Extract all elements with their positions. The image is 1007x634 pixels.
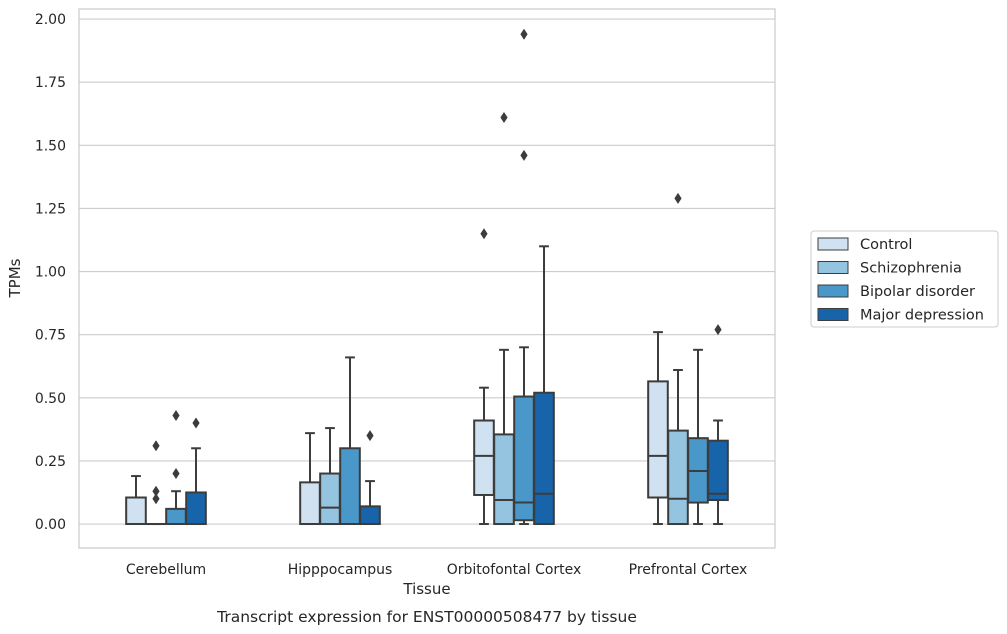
box-body xyxy=(165,507,187,526)
box-body xyxy=(707,439,729,502)
outlier-point xyxy=(152,485,160,497)
box-1-3 xyxy=(667,192,689,526)
outlier-point xyxy=(520,28,528,40)
legend-swatch xyxy=(817,284,849,298)
legend-label: Major depression xyxy=(860,308,984,324)
chart-caption: Transcript expression for ENST0000050847… xyxy=(216,608,637,626)
box-3-2 xyxy=(533,245,555,526)
box-3-1 xyxy=(359,430,381,526)
legend-label: Control xyxy=(860,237,912,253)
box-groups xyxy=(125,28,729,526)
box-body xyxy=(125,496,147,526)
box-body xyxy=(493,433,515,526)
box-body xyxy=(667,429,689,526)
box-2-1 xyxy=(339,356,361,526)
y-tick-label: 0.00 xyxy=(35,517,66,533)
legend-swatch xyxy=(817,261,849,274)
legend-label: Schizophrenia xyxy=(860,261,962,277)
outlier-point xyxy=(714,324,722,336)
box-body xyxy=(533,391,555,526)
y-tick-label: 1.50 xyxy=(35,138,66,154)
box-0-0 xyxy=(125,475,147,526)
outlier-point xyxy=(674,192,682,204)
legend-frame xyxy=(810,230,999,328)
outlier-point xyxy=(500,112,508,124)
x-axis-ticks: Cerebellum Hipppocampus Orbitofontal Corte… xyxy=(126,562,747,578)
box-body xyxy=(299,481,321,526)
x-tick-label: Hipppocampus xyxy=(288,562,393,578)
box-body xyxy=(339,447,361,526)
legend-swatch xyxy=(817,237,849,251)
outlier-point xyxy=(152,440,160,452)
box-body xyxy=(185,491,207,526)
box-body xyxy=(473,419,495,496)
y-axis-label: TPMs xyxy=(6,258,24,298)
y-tick-label: 0.75 xyxy=(35,328,66,344)
outlier-point xyxy=(480,228,488,240)
box-3-3 xyxy=(707,324,729,526)
box-2-3 xyxy=(687,348,709,526)
x-tick-label: Prefrontal Cortex xyxy=(629,562,748,578)
y-axis-ticks: 0.00 0.25 0.50 0.75 1.00 1.25 1.50 1.75 2.00 xyxy=(35,12,66,533)
legend-label: Bipolar disorder xyxy=(860,284,975,300)
y-tick-label: 2.00 xyxy=(35,12,66,28)
outlier-point xyxy=(172,468,180,480)
outlier-point xyxy=(172,409,180,421)
box-body xyxy=(319,472,341,526)
outlier-point xyxy=(520,149,528,161)
y-tick-label: 1.25 xyxy=(35,201,66,217)
outlier-point xyxy=(366,430,374,442)
plot-frame xyxy=(78,8,776,549)
y-tick-label: 1.00 xyxy=(35,265,66,281)
x-tick-label: Orbitofontal Cortex xyxy=(447,562,582,578)
legend-swatch xyxy=(817,308,849,321)
y-tick-label: 0.25 xyxy=(35,454,66,470)
box-2-0 xyxy=(165,409,187,526)
y-tick-label: 1.75 xyxy=(35,75,66,91)
box-1-1 xyxy=(319,427,341,526)
box-3-0 xyxy=(185,417,207,526)
outlier-point xyxy=(192,417,200,429)
box-body xyxy=(647,380,669,499)
box-body xyxy=(359,505,381,526)
legend: Control Schizophrenia Bipolar disorder Majo… xyxy=(810,230,999,328)
outlier-point xyxy=(152,493,160,505)
y-tick-label: 0.50 xyxy=(35,391,66,407)
x-axis-label: Tissue xyxy=(402,580,450,598)
x-tick-label: Cerebellum xyxy=(126,562,206,578)
